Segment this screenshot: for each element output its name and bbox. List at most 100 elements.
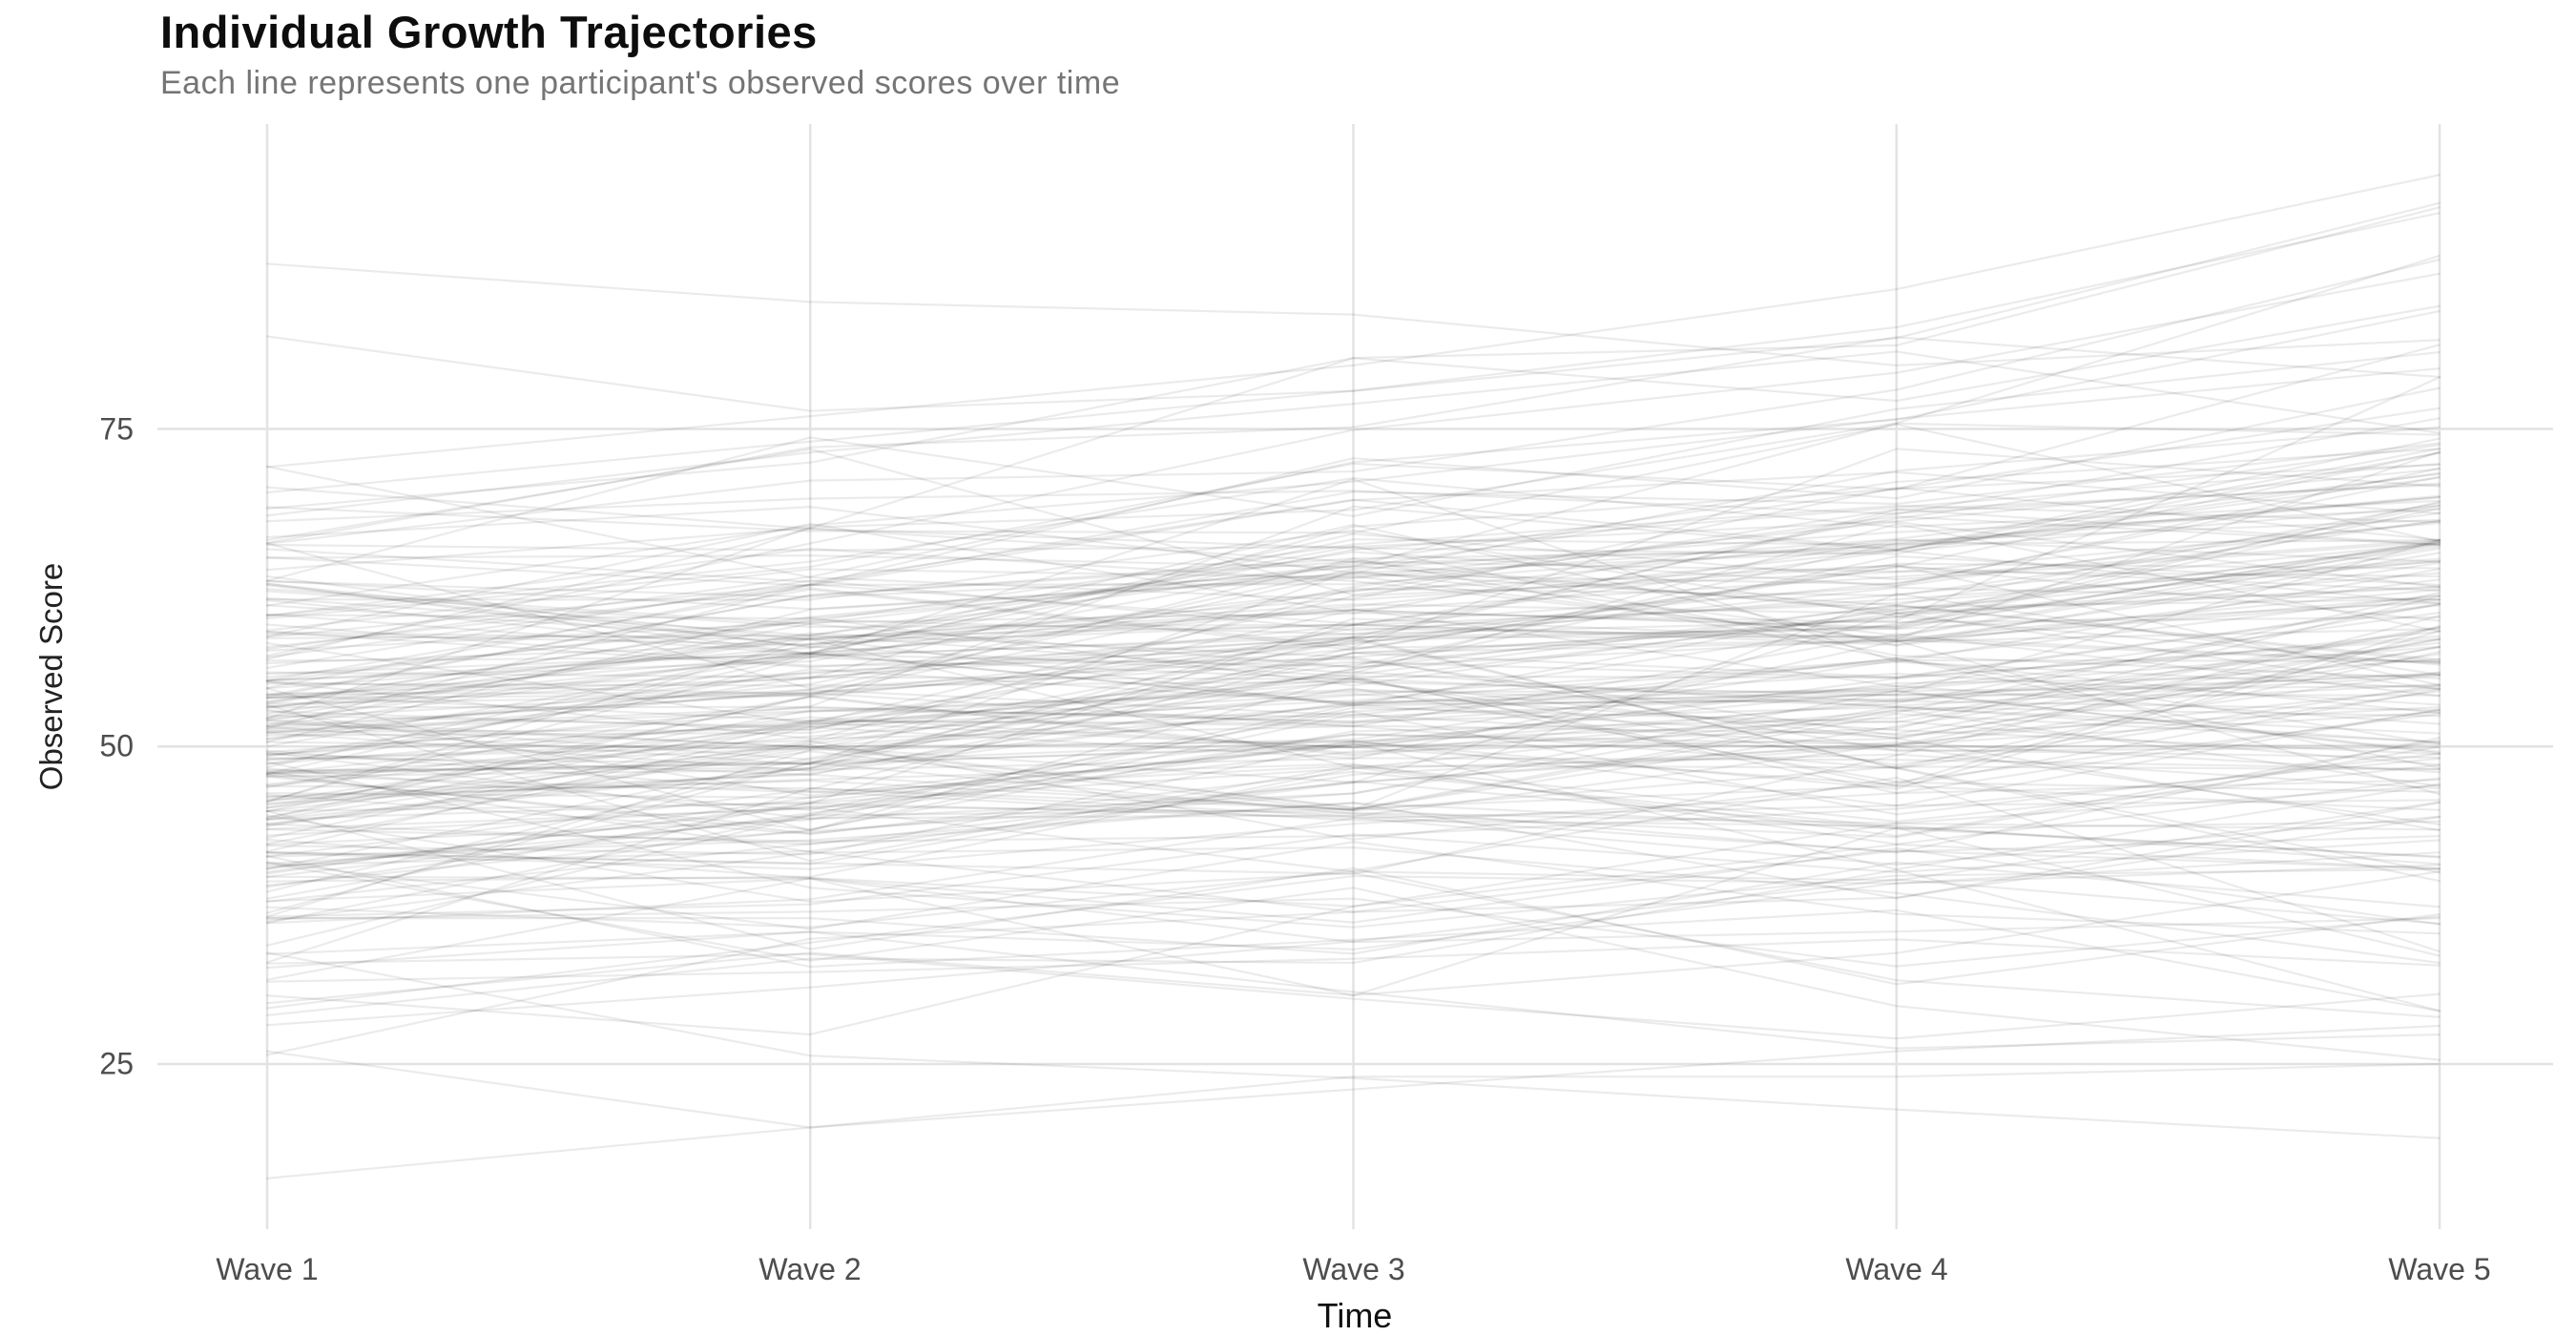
- participant-trajectory: [265, 423, 2441, 543]
- participant-trajectory: [265, 641, 2441, 756]
- participant-trajectory: [265, 762, 2441, 845]
- participant-trajectory: [265, 560, 2441, 698]
- participant-trajectory: [265, 757, 2441, 843]
- participant-trajectory: [265, 801, 2441, 882]
- participant-trajectory: [265, 764, 2441, 874]
- participant-trajectory: [265, 684, 2441, 765]
- participant-trajectory: [265, 952, 2441, 1040]
- participant-trajectory: [265, 254, 2441, 720]
- participant-trajectory: [265, 212, 2441, 494]
- participant-trajectory: [265, 725, 2441, 853]
- participant-trajectory: [265, 951, 2441, 1139]
- participant-trajectory: [265, 521, 2441, 756]
- participant-trajectory: [265, 597, 2441, 804]
- participant-trajectory: [265, 703, 2441, 863]
- participant-trajectory: [265, 448, 2441, 596]
- participant-trajectory: [265, 417, 2441, 523]
- x-tick-label-wave5: Wave 5: [2388, 1252, 2491, 1286]
- participant-trajectory: [265, 615, 2441, 875]
- participant-trajectory: [265, 476, 2441, 617]
- participant-trajectory: [265, 675, 2441, 832]
- participant-trajectory: [265, 529, 2441, 617]
- participant-trajectory: [265, 745, 2441, 914]
- participant-trajectory: [265, 770, 2441, 859]
- participant-trajectory: [265, 710, 2441, 816]
- participant-trajectory: [265, 601, 2441, 765]
- participant-trajectory: [265, 802, 2441, 903]
- participant-trajectory: [265, 552, 2441, 665]
- participant-trajectory: [265, 675, 2441, 733]
- participant-trajectory: [265, 494, 2441, 721]
- participant-trajectory: [265, 447, 2441, 757]
- participant-trajectory: [265, 623, 2441, 737]
- participant-trajectory: [265, 598, 2441, 821]
- participant-trajectory: [265, 350, 2441, 582]
- participant-trajectory: [265, 450, 2441, 669]
- participant-trajectory: [265, 625, 2441, 840]
- participant-trajectory: [265, 505, 2441, 720]
- participant-trajectory: [265, 470, 2441, 587]
- x-tick-label-wave1: Wave 1: [216, 1252, 319, 1286]
- participant-trajectory: [265, 938, 2441, 983]
- participant-trajectory: [265, 520, 2441, 632]
- participant-trajectory: [265, 740, 2441, 841]
- participant-trajectory: [265, 708, 2441, 811]
- participant-trajectory: [265, 637, 2441, 769]
- participant-trajectory: [265, 366, 2441, 607]
- participant-trajectory: [265, 376, 2441, 703]
- participant-trajectory: [265, 897, 2441, 968]
- participant-trajectory: [265, 861, 2441, 955]
- participant-trajectory: [265, 725, 2441, 766]
- participant-trajectory: [265, 741, 2441, 835]
- participant-trajectory: [265, 437, 2441, 699]
- participant-trajectory: [265, 542, 2441, 753]
- participant-trajectory: [265, 802, 2441, 873]
- participant-trajectory: [265, 651, 2441, 740]
- participant-trajectory: [265, 846, 2441, 965]
- chart-title: Individual Growth Trajectories: [160, 7, 818, 57]
- participant-trajectory: [265, 545, 2441, 748]
- participant-trajectory: [265, 657, 2441, 745]
- participant-trajectory: [265, 868, 2441, 1017]
- participant-trajectory: [265, 523, 2441, 675]
- participant-trajectory: [265, 746, 2441, 811]
- participant-trajectory: [265, 426, 2441, 574]
- participant-trajectory: [265, 472, 2441, 743]
- participant-trajectory: [265, 833, 2441, 918]
- participant-trajectory: [265, 864, 2441, 970]
- participant-trajectory: [265, 639, 2441, 796]
- participant-trajectory: [265, 201, 2441, 412]
- participant-trajectory: [265, 658, 2441, 749]
- participant-trajectory: [265, 645, 2441, 811]
- participant-trajectory: [265, 826, 2441, 997]
- participant-trajectory: [265, 557, 2441, 699]
- participant-trajectory: [265, 475, 2441, 598]
- participant-trajectory: [265, 539, 2441, 658]
- participant-trajectory: [265, 540, 2441, 769]
- participant-trajectory: [265, 630, 2441, 813]
- participant-trajectory: [265, 636, 2441, 770]
- participant-trajectory: [265, 694, 2441, 805]
- participant-trajectory: [265, 770, 2441, 913]
- participant-trajectory: [265, 560, 2441, 669]
- participant-trajectory: [265, 272, 2441, 658]
- participant-trajectory: [265, 462, 2441, 682]
- participant-trajectory: [265, 1050, 2441, 1129]
- participant-trajectory: [265, 779, 2441, 870]
- participant-trajectory: [265, 495, 2441, 775]
- participant-trajectory: [265, 753, 2441, 883]
- participant-trajectory: [265, 612, 2441, 867]
- participant-trajectory: [265, 504, 2441, 678]
- participant-trajectory: [265, 635, 2441, 775]
- participant-trajectory: [265, 799, 2441, 925]
- participant-trajectory: [265, 637, 2441, 804]
- participant-trajectory: [265, 750, 2441, 827]
- participant-trajectory: [265, 670, 2441, 809]
- participant-trajectory: [265, 855, 2441, 1012]
- y-tick-label-75: 75: [99, 411, 134, 447]
- participant-trajectory: [265, 595, 2441, 778]
- participant-trajectory: [265, 604, 2441, 777]
- participant-trajectory: [265, 672, 2441, 925]
- participant-trajectory: [265, 547, 2441, 722]
- participant-trajectory: [265, 608, 2441, 688]
